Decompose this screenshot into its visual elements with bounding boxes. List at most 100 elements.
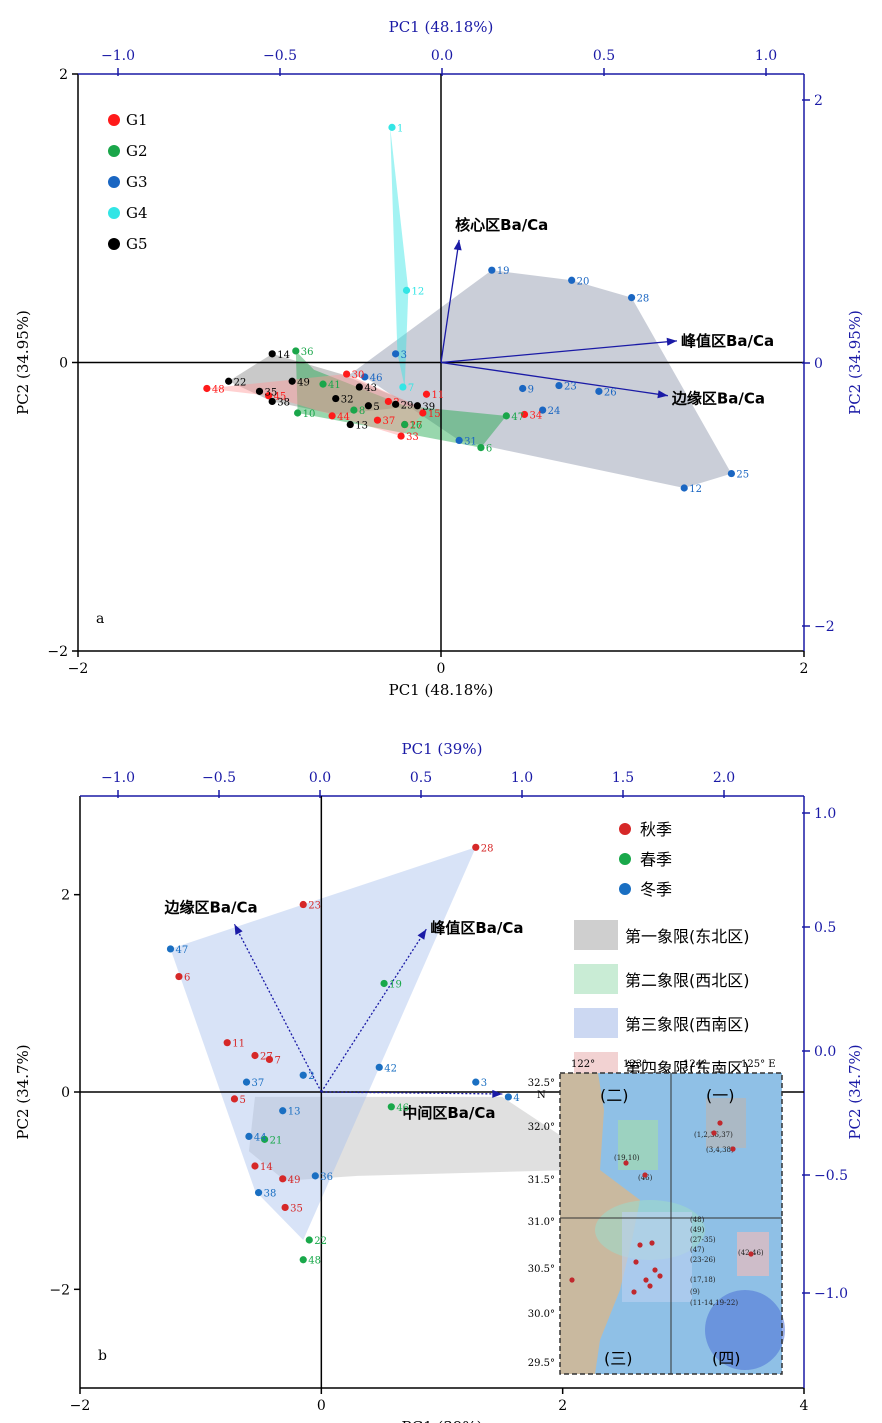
data-point xyxy=(279,1107,287,1115)
data-point-label: 47 xyxy=(511,412,524,423)
right-axis-title: PC2 (34.95%) xyxy=(846,310,864,415)
loading-vector-arrowhead xyxy=(657,390,668,399)
inset-lon-label: 124° xyxy=(683,1059,707,1070)
inset-site-marker xyxy=(642,1172,648,1178)
data-point xyxy=(555,381,563,390)
data-point xyxy=(419,409,427,417)
legend-label: 冬季 xyxy=(640,880,672,899)
data-point-label: 9 xyxy=(528,384,534,395)
legend-label: G5 xyxy=(126,235,148,253)
x-tick-label: 0 xyxy=(437,661,446,677)
data-point xyxy=(311,1172,319,1180)
inset-lat-label: 32.5° xyxy=(528,1078,555,1089)
panel-b: −2 0 2 4 −2 0 2 −1.0 −0.5 0.0 0.5 1.0 1.5 2.0 −1.0 −0.5… xyxy=(14,740,864,1423)
legend-region-swatch xyxy=(574,964,618,994)
data-point xyxy=(299,1071,307,1079)
inset-site-marker xyxy=(623,1160,629,1166)
x-tick-label: 0 xyxy=(317,1398,326,1414)
inset-site-label: (11-14,19-22) xyxy=(690,1299,738,1307)
data-point-label: 19 xyxy=(389,979,402,990)
data-point-label: 24 xyxy=(548,406,561,417)
data-point-label: 21 xyxy=(270,1135,283,1146)
loading-vector xyxy=(320,928,427,1093)
data-point-label: 6 xyxy=(184,973,190,984)
data-point xyxy=(225,377,233,385)
data-point-label: 1 xyxy=(397,123,403,134)
data-point-label: 48 xyxy=(212,384,225,395)
data-point-label: 3 xyxy=(401,350,407,361)
x-axis-title: PC1 (48.18%) xyxy=(389,681,494,699)
data-point xyxy=(350,406,358,414)
data-point-label: 27 xyxy=(260,1051,273,1062)
right-tick-label: −0.5 xyxy=(814,1168,848,1184)
hull-0 xyxy=(248,1096,611,1181)
legend-region-label: 第一象限(东北区) xyxy=(625,927,750,946)
inset-site-marker xyxy=(631,1289,637,1295)
data-point xyxy=(305,1236,313,1244)
inset-site-label: (46) xyxy=(638,1174,653,1182)
top-tick-label: 2.0 xyxy=(713,770,735,786)
data-point xyxy=(251,1162,259,1170)
data-point xyxy=(384,397,392,406)
data-point xyxy=(727,469,736,478)
data-point-label: 45 xyxy=(274,392,287,403)
data-point-label: 29 xyxy=(401,400,414,411)
inset-site-marker xyxy=(652,1267,658,1273)
data-point-label: 7 xyxy=(408,383,414,394)
data-point-label: 15 xyxy=(428,409,441,420)
data-point-label: 13 xyxy=(288,1107,301,1118)
hull-1 xyxy=(390,127,409,388)
data-point-label: 12 xyxy=(412,286,425,297)
data-point-label: 43 xyxy=(364,383,377,394)
x-tick-label: 2 xyxy=(800,661,809,677)
legend-label: G1 xyxy=(126,111,148,129)
legend-marker xyxy=(108,114,120,126)
legend-label: G2 xyxy=(126,142,148,160)
y-axis-title: PC2 (34.95%) xyxy=(14,310,32,415)
inset-lat-label: 31.0° xyxy=(528,1217,555,1228)
data-point xyxy=(413,402,422,410)
data-point-label: 31 xyxy=(464,436,477,447)
right-axis-title: PC2 (34.7%) xyxy=(846,1044,864,1139)
data-point xyxy=(488,266,496,274)
inset-lat-label: 32.0° xyxy=(528,1122,555,1133)
data-point xyxy=(346,420,354,429)
legend-region-swatch xyxy=(574,1008,618,1038)
data-point-label: 5 xyxy=(239,1095,245,1106)
data-point xyxy=(245,1132,253,1140)
data-point xyxy=(355,383,363,391)
data-point-label: 11 xyxy=(431,390,444,401)
legend-marker xyxy=(108,145,120,157)
inset-lon-label: 123° xyxy=(623,1059,647,1070)
loading-vector xyxy=(233,923,322,1093)
legend-label: G3 xyxy=(126,173,148,191)
data-point-label: 42 xyxy=(384,1063,397,1074)
inset-region-northeast xyxy=(706,1098,746,1148)
legend-marker xyxy=(108,238,120,250)
data-point-label: 38 xyxy=(277,397,290,408)
data-point xyxy=(343,370,351,378)
data-point-label: 22 xyxy=(314,1236,327,1247)
right-tick-label: 0.5 xyxy=(814,920,836,936)
inset-quadrant-label: (三) xyxy=(604,1349,633,1368)
data-point xyxy=(294,409,302,417)
data-point xyxy=(397,432,405,440)
data-point xyxy=(595,387,603,395)
loading-vector-label: 边缘区Ba/Ca xyxy=(163,898,257,916)
data-point-label: 46 xyxy=(396,1103,409,1114)
top-axis-title: PC1 (39%) xyxy=(402,740,483,758)
inset-site-label: (48) xyxy=(690,1216,705,1224)
inset-site-label: (17,18) xyxy=(690,1276,716,1284)
loading-vector-arrowhead xyxy=(234,924,243,935)
data-point xyxy=(627,293,636,302)
data-point-label: 46 xyxy=(370,373,383,384)
y-tick-label: 0 xyxy=(61,1085,70,1101)
data-point xyxy=(520,410,529,419)
inset-site-marker xyxy=(643,1277,649,1283)
loading-vector xyxy=(440,361,668,397)
data-point-label: 37 xyxy=(252,1078,265,1089)
inset-site-marker xyxy=(649,1240,655,1246)
data-point xyxy=(387,1103,395,1111)
inset-lon-label: 122° xyxy=(571,1059,595,1070)
data-point-label: 38 xyxy=(264,1189,277,1200)
